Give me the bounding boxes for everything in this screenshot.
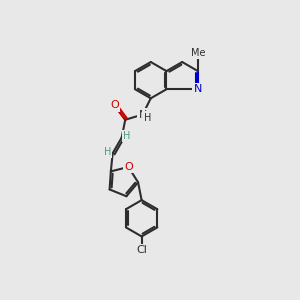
Text: N: N (139, 110, 147, 119)
Text: O: O (110, 100, 119, 110)
Text: N: N (194, 84, 202, 94)
Text: H: H (123, 131, 131, 141)
Text: H: H (103, 147, 111, 157)
Text: O: O (124, 162, 133, 172)
Text: H: H (144, 112, 151, 123)
Text: Me: Me (191, 48, 205, 58)
Text: Cl: Cl (136, 245, 147, 255)
